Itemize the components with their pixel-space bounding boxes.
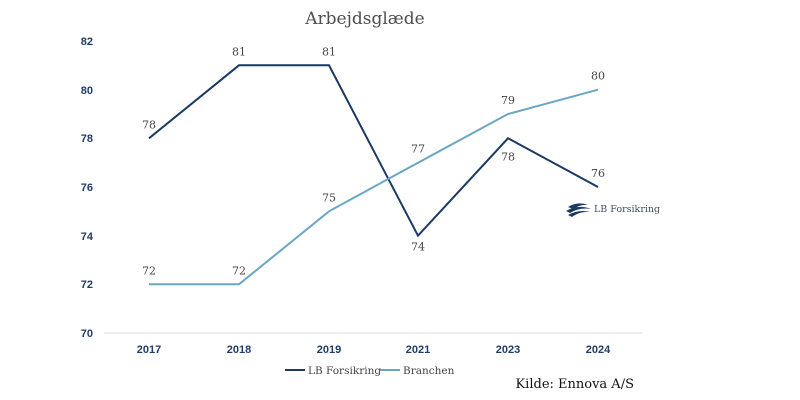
data-label: 72 [232,264,246,277]
logo-wave-icon [568,211,590,217]
legend-label-branchen: Branchen [403,365,455,377]
data-label: 79 [501,94,515,107]
series-line-branchen [149,88,599,286]
logo-wave-icon [568,203,588,209]
x-tick-label: 2017 [137,344,161,356]
x-tick-label: 2019 [317,344,341,356]
y-tick-label: 72 [81,279,93,291]
data-label: 75 [322,191,336,204]
series-line-lb-forsikring [148,64,599,238]
lb-forsikring-logo: LB Forsikring [566,203,660,217]
data-label: 81 [232,45,246,58]
legend: LB Forsikring Branchen [285,365,455,377]
data-label: 81 [322,45,336,58]
data-label: 78 [501,150,515,163]
logo-text: LB Forsikring [594,204,660,215]
data-label: 74 [411,241,425,254]
data-label: 72 [142,264,156,277]
y-tick-label: 70 [81,328,93,340]
logo-wave-icon [566,206,591,213]
x-tick-label: 2024 [586,344,611,356]
y-tick-label: 76 [81,182,93,194]
source-note: Kilde: Ennova A/S [515,377,634,392]
y-tick-label: 80 [81,85,93,97]
y-tick-label: 82 [81,36,93,48]
x-tick-label: 2018 [227,344,251,356]
x-axis: 2017 2018 2019 2021 2023 2024 [137,344,611,356]
x-tick-label: 2021 [406,344,430,356]
y-tick-label: 74 [81,231,94,243]
data-label: 76 [591,167,605,180]
data-label: 80 [591,70,605,83]
y-tick-label: 78 [81,133,93,145]
series-layer [148,64,599,286]
legend-label-lb-forsikring: LB Forsikring [308,365,381,377]
x-tick-label: 2023 [496,344,520,356]
data-labels: 78 81 81 74 78 76 72 72 75 77 79 80 [142,45,605,277]
data-label: 77 [411,143,425,156]
y-axis: 82 80 78 76 74 72 70 [81,36,94,340]
chart-title: Arbejdsglæde [304,9,424,29]
data-label: 78 [142,118,156,131]
